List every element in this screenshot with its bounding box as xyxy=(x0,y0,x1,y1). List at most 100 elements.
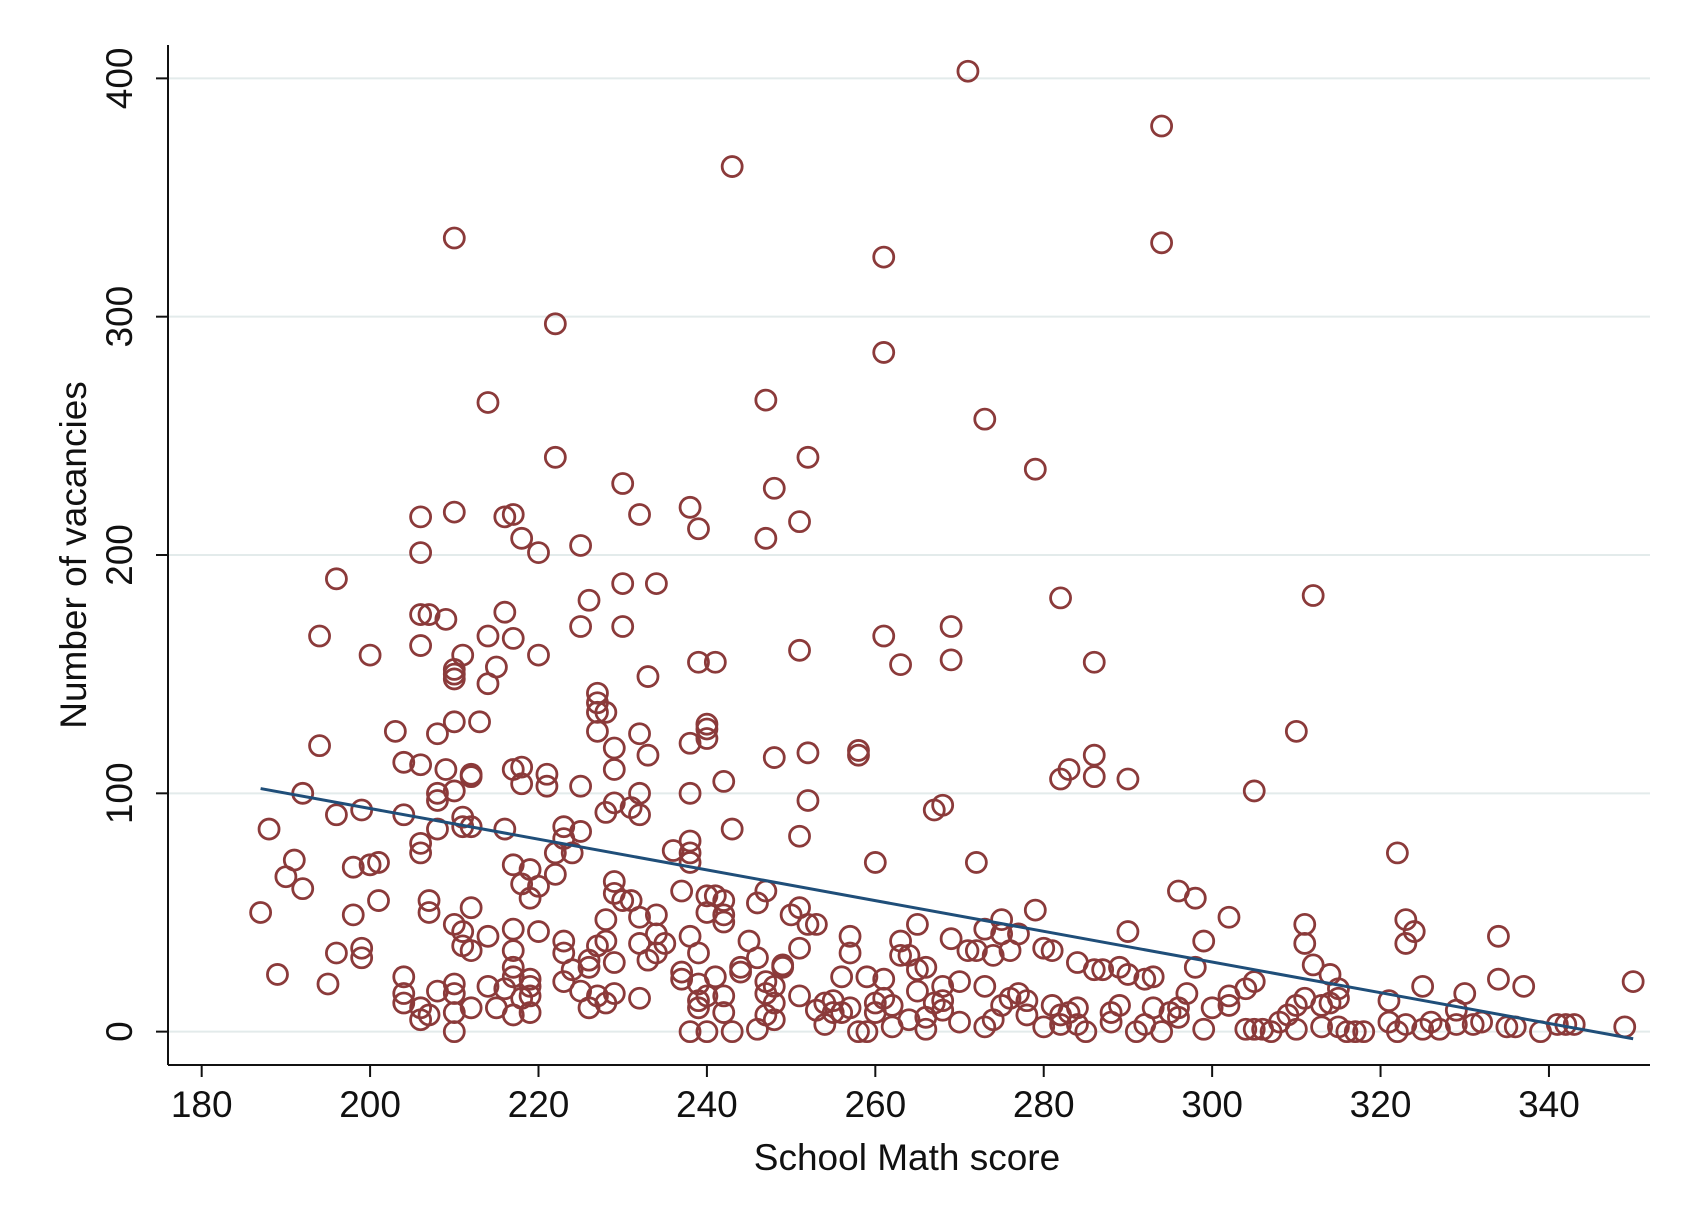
data-point xyxy=(821,1001,845,1024)
data-point xyxy=(350,936,374,960)
data-point xyxy=(594,700,618,724)
data-point xyxy=(476,924,500,948)
data-point xyxy=(611,572,635,595)
data-point xyxy=(872,245,896,269)
x-tick-label: 180 xyxy=(171,1084,233,1125)
data-point xyxy=(468,710,491,734)
data-point xyxy=(426,781,449,805)
data-point xyxy=(872,624,896,648)
data-point xyxy=(459,896,483,920)
x-tick-label: 240 xyxy=(676,1084,738,1125)
data-point xyxy=(1385,841,1409,865)
data-point xyxy=(1150,1020,1174,1044)
data-point xyxy=(1487,924,1510,948)
data-point xyxy=(602,870,626,893)
data-point xyxy=(1394,1013,1418,1036)
data-point xyxy=(712,903,736,927)
data-point xyxy=(308,624,331,648)
data-point xyxy=(636,665,660,688)
y-axis-title: Number of vacancies xyxy=(53,381,94,729)
data-point xyxy=(872,341,896,364)
data-point xyxy=(1116,963,1140,986)
data-point xyxy=(762,746,786,769)
data-point xyxy=(459,762,483,786)
data-point xyxy=(409,841,433,865)
data-point xyxy=(569,774,593,798)
data-point xyxy=(838,996,862,1020)
data-point xyxy=(695,884,719,908)
data-point xyxy=(1116,920,1140,943)
data-point xyxy=(1183,886,1207,910)
data-point xyxy=(981,943,1005,967)
data-point xyxy=(543,445,567,469)
data-point xyxy=(1428,1017,1451,1041)
fit-line-segment xyxy=(260,787,1634,1041)
data-point xyxy=(459,996,483,1020)
data-point xyxy=(964,851,988,874)
data-point xyxy=(746,946,769,970)
data-point xyxy=(1343,1020,1367,1044)
data-point xyxy=(594,908,618,932)
data-point xyxy=(788,824,811,848)
data-point xyxy=(459,939,483,963)
data-point xyxy=(1091,958,1115,982)
data-point xyxy=(1175,982,1199,1005)
data-point xyxy=(1242,970,1266,993)
data-point xyxy=(1621,970,1645,993)
data-point xyxy=(434,758,458,781)
data-point xyxy=(931,974,955,998)
data-point xyxy=(501,965,525,989)
y-tick-label: 300 xyxy=(99,286,140,348)
data-point xyxy=(510,755,534,779)
data-point xyxy=(678,1020,702,1044)
data-point xyxy=(611,615,635,638)
data-point xyxy=(729,960,752,984)
data-point xyxy=(266,963,289,986)
data-point xyxy=(602,736,626,760)
data-point xyxy=(703,965,727,989)
data-point xyxy=(1082,765,1106,789)
data-point xyxy=(695,984,719,1008)
data-point xyxy=(889,653,912,677)
data-point xyxy=(1032,1015,1056,1039)
data-point xyxy=(325,941,348,965)
data-point xyxy=(459,815,483,839)
data-point xyxy=(678,731,702,755)
data-point xyxy=(678,841,702,865)
data-point xyxy=(1141,965,1165,989)
data-point xyxy=(939,927,963,951)
x-tick-label: 320 xyxy=(1350,1084,1412,1125)
data-point xyxy=(1562,1013,1586,1036)
data-point xyxy=(1082,958,1106,982)
data-point xyxy=(543,862,567,886)
data-point xyxy=(788,510,811,534)
data-point xyxy=(501,917,525,941)
data-point xyxy=(703,650,727,674)
data-point xyxy=(678,495,702,519)
data-point xyxy=(1057,758,1081,781)
data-point xyxy=(804,912,828,936)
data-point xyxy=(695,727,719,750)
data-point xyxy=(442,779,466,803)
data-point xyxy=(392,965,416,989)
data-point xyxy=(1150,231,1174,255)
data-point xyxy=(847,743,870,767)
data-point xyxy=(720,817,744,841)
data-point xyxy=(518,967,542,991)
data-point xyxy=(1242,1017,1266,1041)
data-point xyxy=(754,526,778,550)
x-tick-label: 280 xyxy=(1013,1084,1075,1125)
data-point xyxy=(1217,994,1241,1017)
data-point xyxy=(501,853,525,877)
data-point xyxy=(442,972,466,996)
data-point xyxy=(1284,719,1308,743)
data-point xyxy=(670,967,694,991)
data-point xyxy=(510,526,534,550)
data-point xyxy=(1141,996,1165,1020)
data-point xyxy=(973,974,997,998)
data-point xyxy=(906,912,929,936)
data-point xyxy=(889,943,912,967)
data-point xyxy=(956,939,980,963)
data-point xyxy=(720,1020,744,1044)
data-point xyxy=(695,1020,719,1044)
